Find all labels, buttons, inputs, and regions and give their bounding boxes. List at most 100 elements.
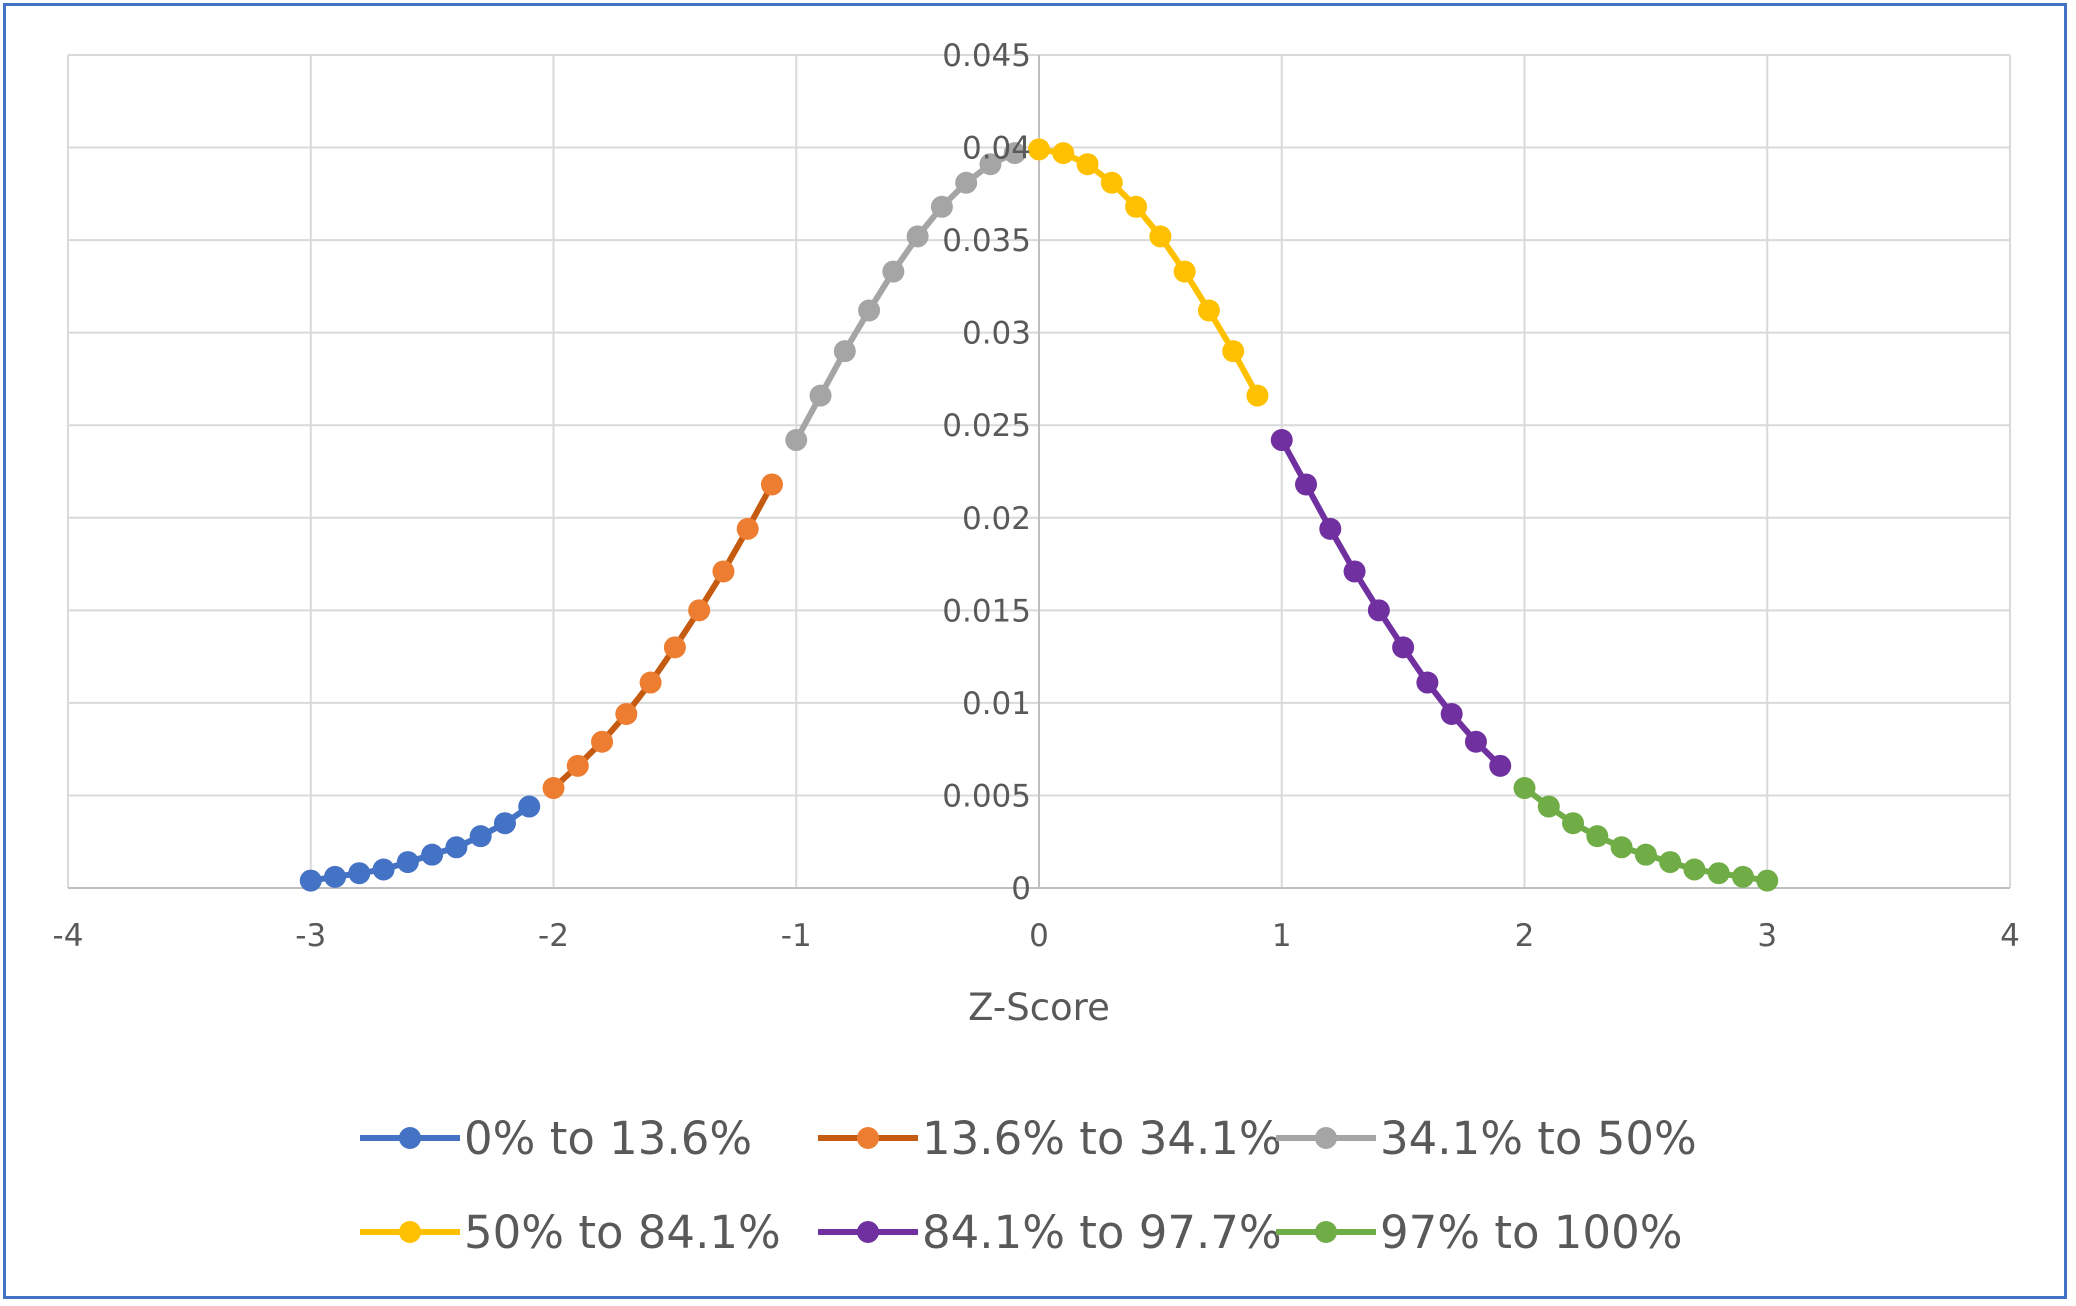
data-point (1028, 138, 1050, 161)
legend-item: 50% to 84.1% (360, 1206, 781, 1259)
data-point (809, 384, 832, 407)
data-point (324, 865, 347, 888)
legend-item: 13.6% to 34.1% (818, 1112, 1282, 1165)
x-tick-label: 2 (1515, 918, 1535, 954)
x-tick-label: 1 (1272, 918, 1292, 954)
data-point (299, 869, 322, 892)
legend-label: 34.1% to 50% (1380, 1112, 1697, 1165)
y-tick-label: 0.01 (962, 686, 1031, 722)
data-point (1222, 340, 1245, 363)
data-point (712, 560, 735, 583)
legend: 0% to 13.6% 13.6% to 34.1% 34.1% to 50% 50%… (360, 1112, 1697, 1259)
series-line (551, 483, 775, 791)
data-point (1756, 869, 1779, 892)
x-tick-label: -4 (53, 918, 84, 954)
data-point (1489, 754, 1512, 777)
data-point (518, 795, 541, 818)
data-point (1076, 153, 1099, 176)
series-5 (1270, 429, 1512, 777)
series-line (310, 804, 531, 884)
data-point (1586, 825, 1609, 848)
tick-labels: -4 -3 -2 -1 0 1 2 3 4 0 0.005 0.01 0.015 0.02 0.025 0.0… (53, 38, 2020, 954)
data-point (1392, 636, 1415, 659)
data-point (1149, 225, 1172, 248)
data-point (1562, 812, 1585, 835)
data-point (1270, 429, 1293, 452)
data-point (615, 702, 638, 725)
data-point (1440, 702, 1463, 725)
data-point (1683, 858, 1706, 881)
series-6 (1513, 777, 1779, 892)
data-point (663, 636, 686, 659)
legend-marker (399, 1221, 421, 1243)
series-layer (299, 138, 1779, 892)
chart-frame (3, 3, 2067, 1299)
data-point (955, 171, 978, 194)
legend-marker (399, 1127, 421, 1149)
legend-item: 34.1% to 50% (1276, 1112, 1697, 1165)
data-point (833, 340, 856, 363)
axes (68, 55, 2010, 889)
data-point (760, 473, 783, 496)
data-point (1513, 777, 1536, 800)
x-axis-title: Z-Score (968, 986, 1110, 1029)
data-point (1052, 142, 1075, 165)
data-point (1197, 299, 1220, 322)
y-tick-label: 0.015 (942, 593, 1031, 629)
data-point (785, 429, 808, 452)
legend-item: 84.1% to 97.7% (818, 1206, 1282, 1259)
data-point (1173, 260, 1196, 283)
data-point (469, 825, 492, 848)
legend-marker (1315, 1127, 1337, 1149)
legend-label: 97% to 100% (1380, 1206, 1682, 1259)
data-point (1659, 851, 1682, 874)
data-point (1707, 862, 1730, 885)
data-point (1367, 599, 1390, 622)
legend-label: 50% to 84.1% (464, 1206, 781, 1259)
data-point (688, 599, 711, 622)
y-tick-label: 0.04 (962, 131, 1031, 167)
data-point (591, 730, 614, 753)
data-point (1100, 171, 1123, 194)
data-point (542, 777, 565, 800)
data-point (1731, 865, 1754, 888)
legend-label: 84.1% to 97.7% (922, 1206, 1282, 1259)
series-4 (1028, 138, 1269, 407)
data-point (493, 812, 516, 835)
y-tick-label: 0.005 (942, 778, 1031, 814)
data-point (1610, 836, 1633, 859)
x-tick-label: -3 (295, 918, 326, 954)
data-point (1537, 795, 1560, 818)
series-2 (542, 473, 783, 800)
data-point (736, 517, 759, 540)
x-tick-label: 3 (1757, 918, 1777, 954)
y-tick-label: 0.035 (942, 223, 1031, 259)
data-point (396, 851, 419, 874)
y-tick-label: 0 (1011, 871, 1031, 907)
data-point (372, 858, 395, 881)
data-point (882, 260, 905, 283)
y-tick-label: 0.02 (962, 501, 1031, 537)
legend-label: 0% to 13.6% (464, 1112, 752, 1165)
legend-item: 0% to 13.6% (360, 1112, 752, 1165)
series-line (793, 150, 1016, 442)
data-point (1319, 517, 1342, 540)
data-point (1125, 195, 1148, 218)
series-line (1522, 785, 1768, 884)
x-tick-label: 0 (1029, 918, 1049, 954)
legend-marker (857, 1127, 879, 1149)
series-line (1279, 438, 1503, 768)
data-point (445, 836, 468, 859)
legend-item: 97% to 100% (1276, 1206, 1682, 1259)
y-tick-label: 0.025 (942, 408, 1031, 444)
data-point (1464, 730, 1487, 753)
data-point (1343, 560, 1366, 583)
legend-label: 13.6% to 34.1% (922, 1112, 1282, 1165)
data-point (906, 225, 929, 248)
data-point (858, 299, 881, 322)
data-point (566, 754, 589, 777)
y-tick-label: 0.045 (942, 38, 1031, 74)
data-point (1634, 843, 1657, 866)
series-line (1038, 146, 1261, 398)
